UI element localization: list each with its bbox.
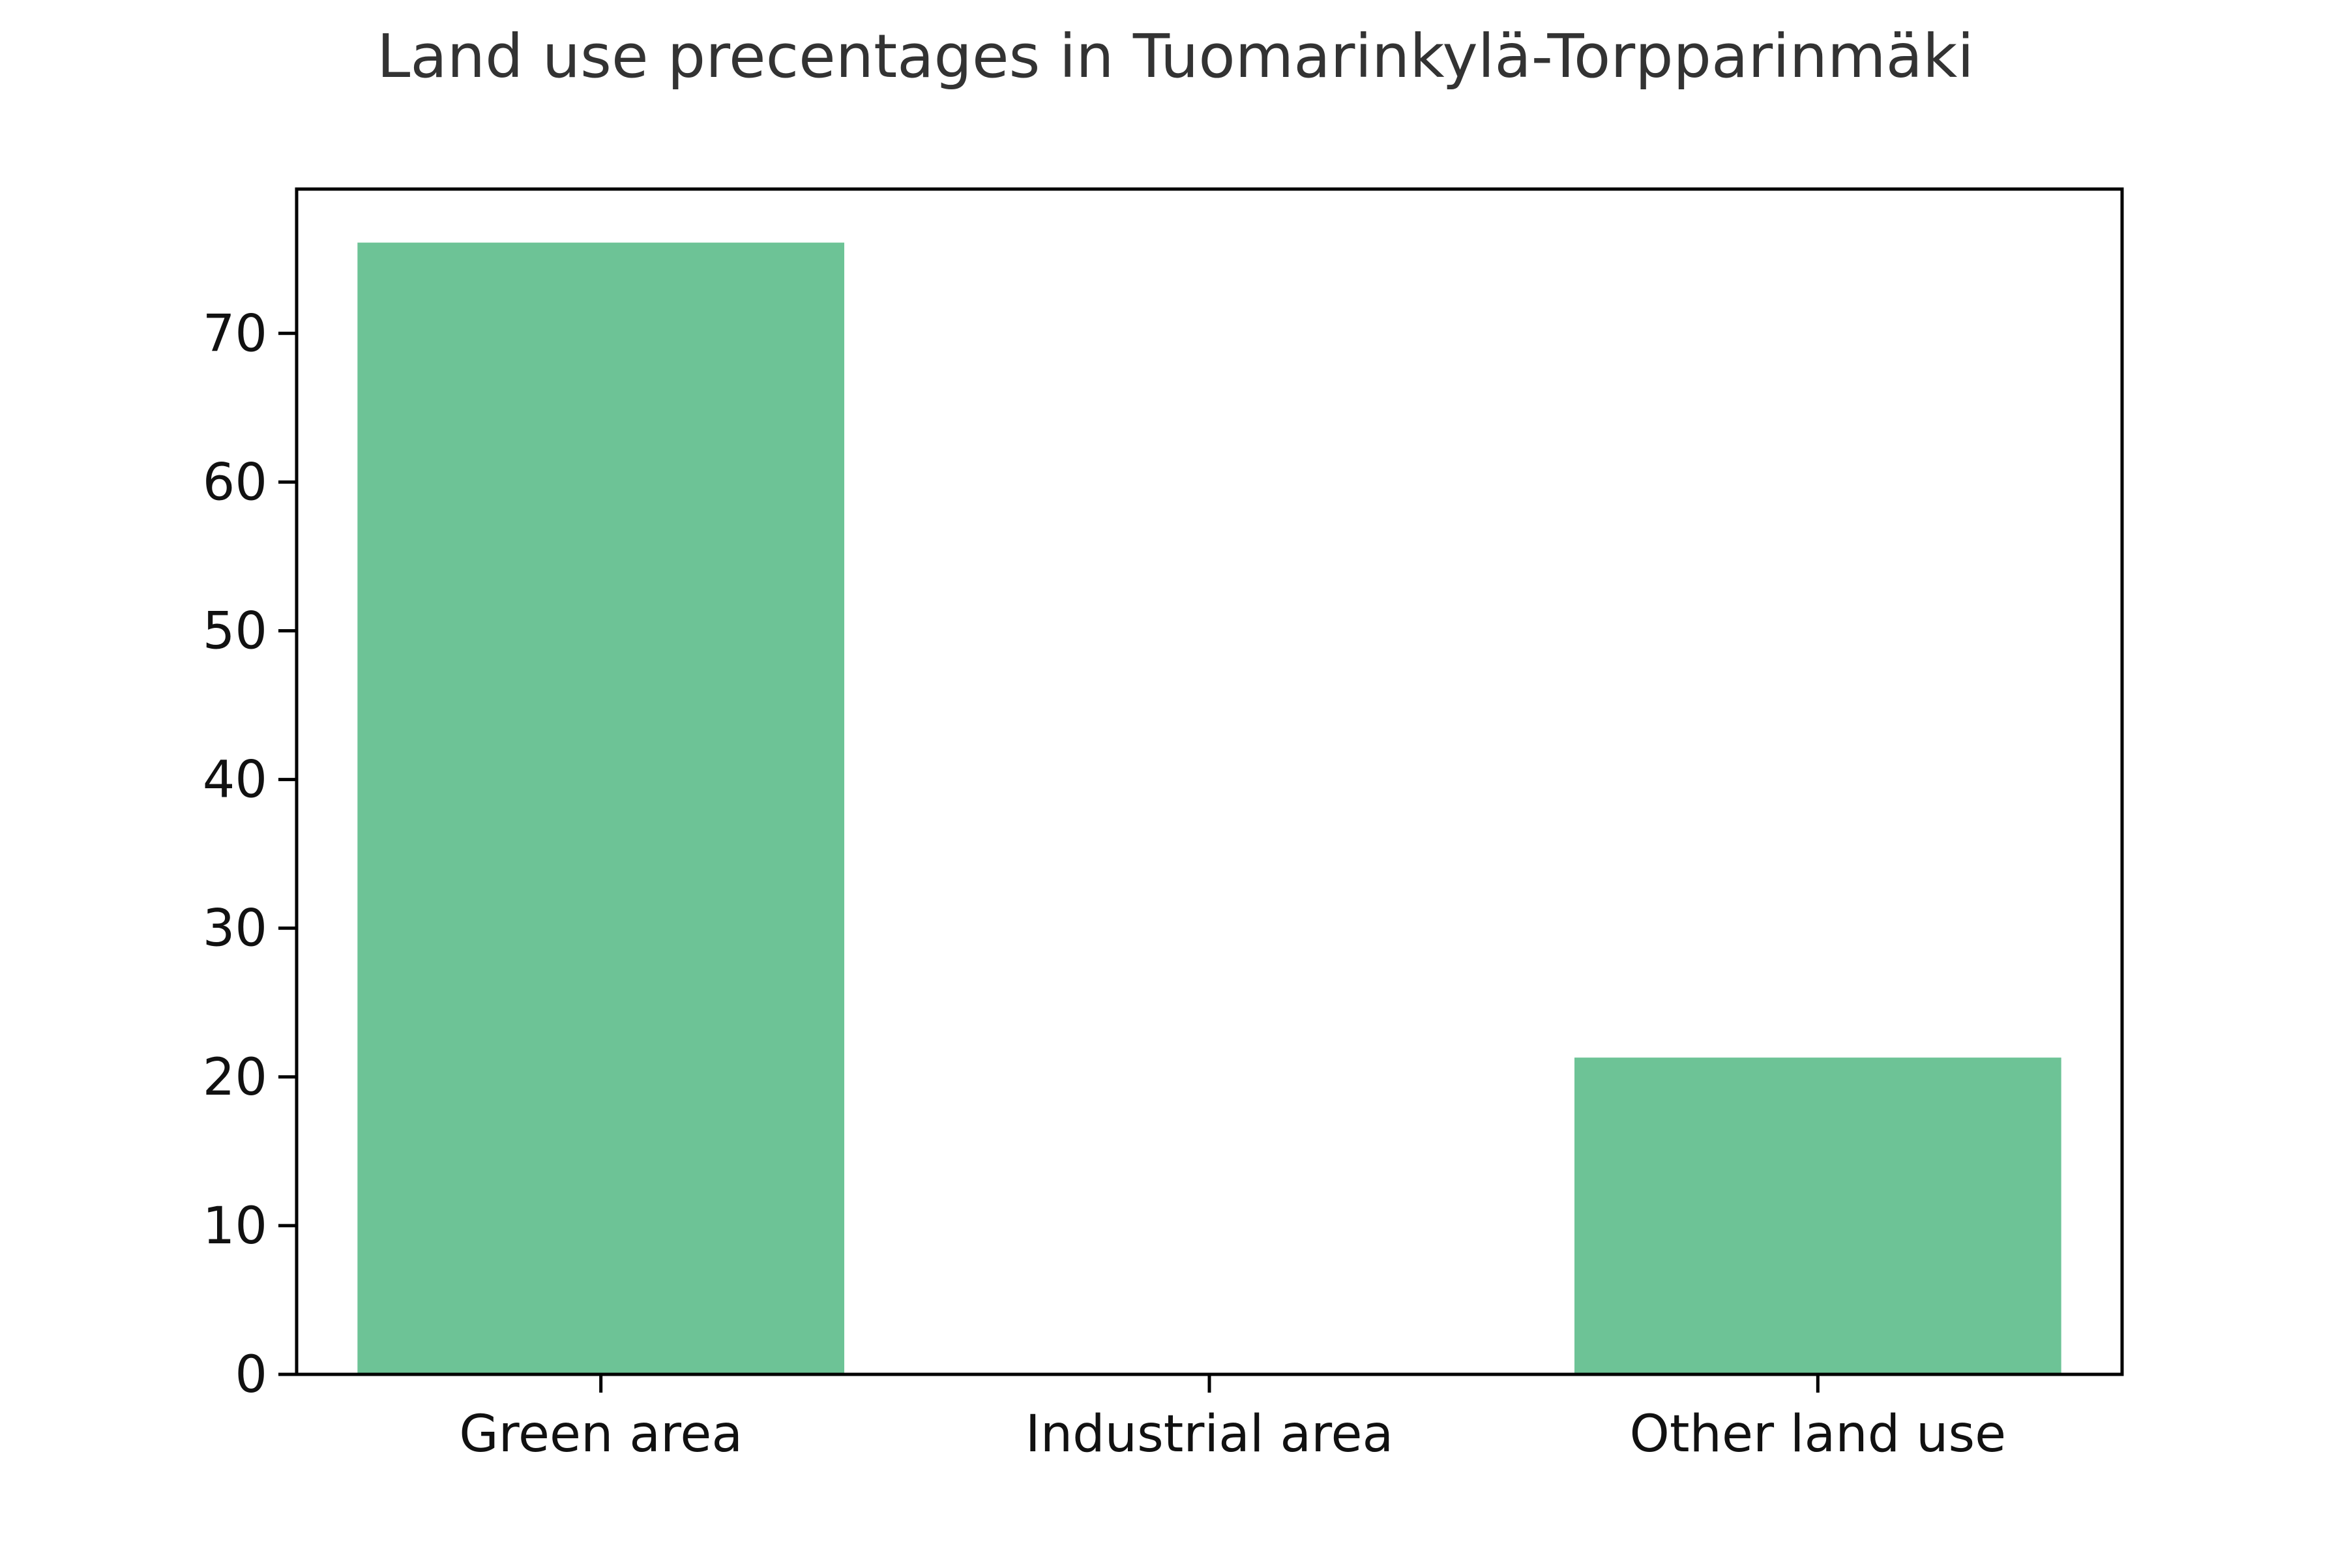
bar-other-land-use <box>1574 1058 2061 1374</box>
y-tick-label: 70 <box>203 304 267 363</box>
y-tick-label: 10 <box>203 1197 267 1256</box>
y-tick-label: 40 <box>203 751 267 810</box>
plot-area: 0 10 20 30 40 50 60 70 Green area Industrial area… <box>203 187 2124 1464</box>
x-tick-label: Green area <box>459 1405 743 1464</box>
y-tick-label: 30 <box>203 900 267 958</box>
bar-green-area <box>357 243 844 1375</box>
y-tick-label: 60 <box>203 453 267 512</box>
y-tick-label: 0 <box>235 1346 267 1404</box>
chart-title: Land use precentages in Tuomarinkylä-Tor… <box>377 22 1974 91</box>
y-tick-label: 50 <box>203 602 267 660</box>
y-tick-label: 20 <box>203 1048 267 1107</box>
x-tick-label: Other land use <box>1630 1405 2007 1464</box>
x-tick-label: Industrial area <box>1026 1405 1394 1464</box>
